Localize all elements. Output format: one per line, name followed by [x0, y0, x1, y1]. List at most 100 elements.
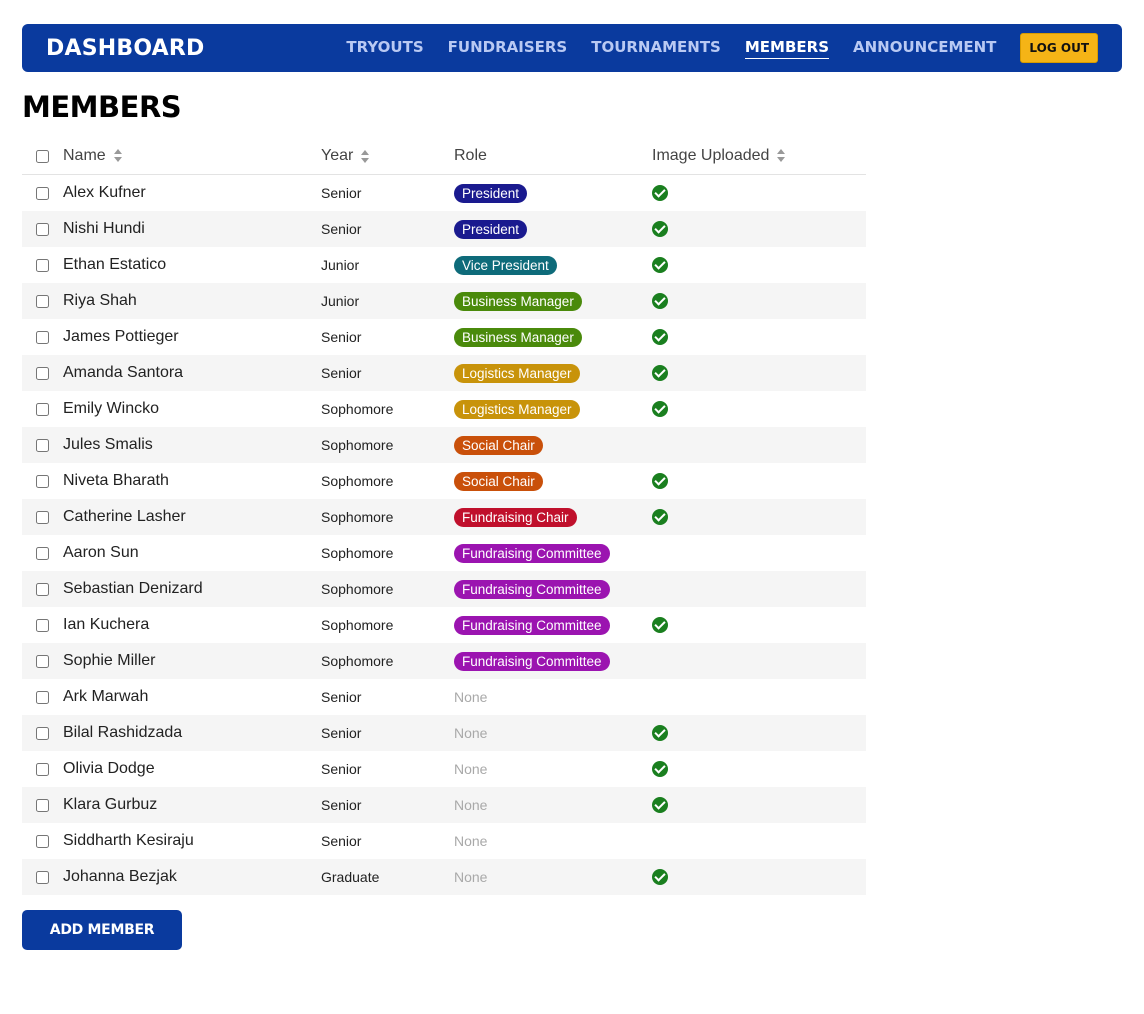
member-role-cell: Logistics Manager	[454, 399, 652, 419]
image-uploaded-cell	[652, 616, 866, 634]
member-role-cell: None	[454, 797, 652, 813]
nav-link-fundraisers[interactable]: FUNDRAISERS	[447, 37, 568, 56]
member-year: Sophomore	[321, 545, 394, 561]
row-checkbox[interactable]	[36, 402, 49, 416]
table-row[interactable]: Alex Kufner Senior President	[22, 175, 866, 211]
role-badge: Fundraising Committee	[454, 579, 610, 599]
row-checkbox[interactable]	[36, 690, 49, 704]
column-header-role: Role	[454, 147, 652, 165]
select-all-cell	[22, 149, 63, 163]
logout-button[interactable]: LOG OUT	[1020, 33, 1098, 63]
sort-icon[interactable]	[777, 149, 786, 163]
table-row[interactable]: Ethan Estatico Junior Vice President	[22, 247, 866, 283]
row-checkbox[interactable]	[36, 618, 49, 632]
table-row[interactable]: Jules Smalis Sophomore Social Chair	[22, 427, 866, 463]
row-checkbox[interactable]	[36, 186, 49, 200]
member-role-cell: None	[454, 833, 652, 849]
member-year: Junior	[321, 293, 360, 309]
table-row[interactable]: Johanna Bezjak Graduate None	[22, 859, 866, 895]
row-select-cell	[22, 330, 63, 344]
table-row[interactable]: Bilal Rashidzada Senior None	[22, 715, 866, 751]
row-select-cell	[22, 258, 63, 272]
member-year: Graduate	[321, 869, 380, 885]
table-row[interactable]: Siddharth Kesiraju Senior None	[22, 823, 866, 859]
table-row[interactable]: Aaron Sun Sophomore Fundraising Committee	[22, 535, 866, 571]
table-row[interactable]: Ark Marwah Senior None	[22, 679, 866, 715]
table-row[interactable]: Ian Kuchera Sophomore Fundraising Committe…	[22, 607, 866, 643]
role-badge: Fundraising Committee	[454, 615, 610, 635]
row-select-cell	[22, 438, 63, 452]
role-badge: Social Chair	[454, 435, 543, 455]
member-role-cell: President	[454, 219, 652, 239]
row-checkbox[interactable]	[36, 798, 49, 812]
select-all-checkbox[interactable]	[36, 149, 49, 163]
row-checkbox[interactable]	[36, 726, 49, 740]
member-year: Senior	[321, 725, 362, 741]
sort-icon[interactable]	[361, 149, 370, 163]
row-checkbox[interactable]	[36, 582, 49, 596]
row-checkbox[interactable]	[36, 258, 49, 272]
table-row[interactable]: Amanda Santora Senior Logistics Manager	[22, 355, 866, 391]
member-year: Sophomore	[321, 401, 394, 417]
nav-link-tournaments[interactable]: TOURNAMENTS	[591, 37, 721, 56]
row-checkbox[interactable]	[36, 294, 49, 308]
table-row[interactable]: Sophie Miller Sophomore Fundraising Commit…	[22, 643, 866, 679]
row-checkbox[interactable]	[36, 366, 49, 380]
row-select-cell	[22, 762, 63, 776]
image-uploaded-cell	[652, 724, 866, 742]
role-badge: Logistics Manager	[454, 399, 580, 419]
nav-link-announcement[interactable]: ANNOUNCEMENT	[853, 37, 997, 56]
row-select-cell	[22, 654, 63, 668]
member-name: Siddharth Kesiraju	[63, 832, 194, 849]
page-title: MEMBERS	[22, 90, 182, 124]
member-name: Emily Wincko	[63, 400, 160, 417]
table-row[interactable]: James Pottieger Senior Business Manager	[22, 319, 866, 355]
sort-icon[interactable]	[113, 149, 123, 163]
row-select-cell	[22, 186, 63, 200]
table-row[interactable]: Olivia Dodge Senior None	[22, 751, 866, 787]
row-checkbox[interactable]	[36, 546, 49, 560]
role-none-text: None	[454, 797, 488, 813]
member-name: James Pottieger	[63, 328, 179, 345]
row-select-cell	[22, 294, 63, 308]
row-checkbox[interactable]	[36, 834, 49, 848]
column-header-image-uploaded[interactable]: Image Uploaded	[652, 147, 866, 165]
table-row[interactable]: Emily Wincko Sophomore Logistics Manager	[22, 391, 866, 427]
row-checkbox[interactable]	[36, 438, 49, 452]
check-circle-icon	[652, 760, 668, 777]
column-header-name[interactable]: Name	[63, 147, 321, 165]
row-select-cell	[22, 582, 63, 596]
row-checkbox[interactable]	[36, 474, 49, 488]
add-member-button[interactable]: ADD MEMBER	[22, 910, 182, 950]
table-row[interactable]: Catherine Lasher Sophomore Fundraising Cha…	[22, 499, 866, 535]
member-year: Sophomore	[321, 437, 394, 453]
row-select-cell	[22, 366, 63, 380]
column-header-year[interactable]: Year	[321, 147, 454, 165]
member-name: Riya Shah	[63, 292, 137, 309]
brand-title[interactable]: DASHBOARD	[46, 35, 205, 61]
table-row[interactable]: Riya Shah Junior Business Manager	[22, 283, 866, 319]
row-select-cell	[22, 690, 63, 704]
table-row[interactable]: Nishi Hundi Senior President	[22, 211, 866, 247]
row-checkbox[interactable]	[36, 510, 49, 524]
row-checkbox[interactable]	[36, 870, 49, 884]
table-row[interactable]: Sebastian Denizard Sophomore Fundraising C…	[22, 571, 866, 607]
member-year: Senior	[321, 833, 362, 849]
table-row[interactable]: Klara Gurbuz Senior None	[22, 787, 866, 823]
row-checkbox[interactable]	[36, 654, 49, 668]
row-checkbox[interactable]	[36, 222, 49, 236]
table-row[interactable]: Niveta Bharath Sophomore Social Chair	[22, 463, 866, 499]
image-uploaded-cell	[652, 256, 866, 274]
member-year: Senior	[321, 185, 362, 201]
nav-link-tryouts[interactable]: TRYOUTS	[346, 37, 424, 56]
nav-link-members[interactable]: MEMBERS	[744, 38, 829, 59]
member-name: Aaron Sun	[63, 544, 139, 561]
row-checkbox[interactable]	[36, 330, 49, 344]
member-role-cell: Business Manager	[454, 291, 652, 311]
check-circle-icon	[652, 400, 668, 417]
member-year: Junior	[321, 257, 360, 273]
image-uploaded-cell	[652, 760, 866, 778]
row-checkbox[interactable]	[36, 762, 49, 776]
member-name: Alex Kufner	[63, 184, 146, 201]
member-name: Ark Marwah	[63, 688, 149, 705]
